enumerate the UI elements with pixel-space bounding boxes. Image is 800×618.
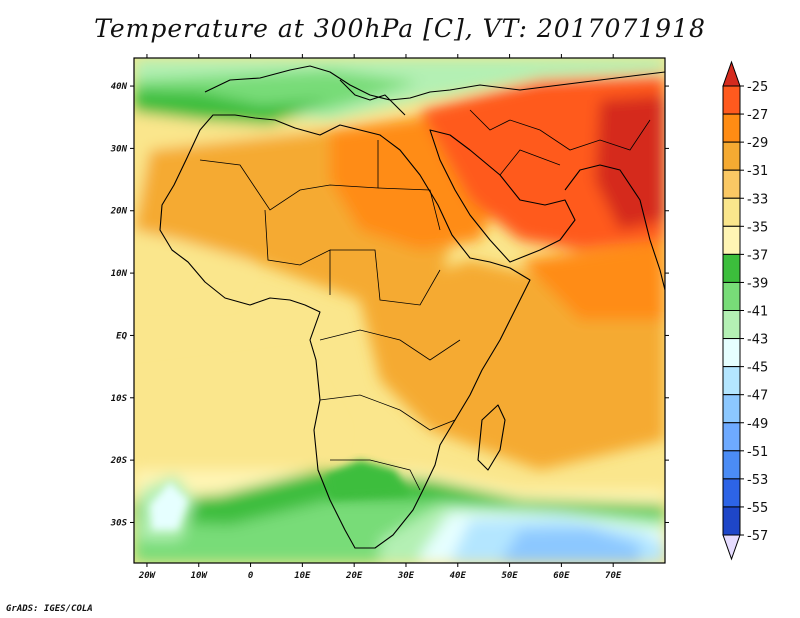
lat-label: 20N (110, 207, 128, 217)
colorbar-segment (722, 113, 741, 143)
border-southern-central (319, 394, 456, 431)
lon-label: 30E (397, 571, 415, 581)
colorbar-label: -29 (747, 136, 768, 151)
field-band-33-southwest (134, 360, 340, 480)
lat-label: EQ (116, 331, 127, 341)
lon-label: 60E (553, 571, 570, 581)
colorbar-label: -27 (747, 108, 768, 123)
colorbar-label: -43 (747, 333, 768, 348)
colorbar-label: -31 (747, 164, 768, 179)
colorbar-label: -55 (747, 501, 768, 516)
lat-label: 20S (110, 456, 128, 466)
field-band-39-north (134, 70, 420, 112)
colorbar-label: -39 (747, 276, 768, 291)
border-middle-east (469, 109, 651, 151)
colorbar-label: -25 (747, 80, 768, 95)
country-borders (199, 109, 651, 491)
coastlines (159, 65, 665, 549)
border-arabia (499, 149, 561, 176)
colorbar-label: -33 (747, 192, 768, 207)
lat-label: 10S (111, 394, 128, 404)
temperature-field (134, 58, 665, 563)
field-band-29-arabian-sea (520, 240, 665, 320)
border-central (330, 249, 441, 306)
map-title: Temperature at 300hPa [C], VT: 201707191… (94, 14, 706, 43)
lon-label: 10W (191, 571, 209, 581)
lon-label: 20E (345, 571, 363, 581)
field-band-43-southwest (150, 482, 188, 530)
colorbar-segment (722, 253, 741, 283)
lat-label: 10N (111, 269, 128, 279)
lon-label: 20W (138, 571, 157, 581)
field-band-25-india (595, 95, 665, 230)
mediterranean-coastline (204, 65, 665, 101)
colorbar-segment (722, 281, 741, 311)
colorbar-segment (722, 450, 741, 480)
border-sahel (264, 209, 331, 295)
lon-label: 0 (248, 571, 254, 581)
colorbar-segment (722, 310, 741, 340)
colorbar-label: -37 (747, 248, 768, 263)
lon-label: 50E (501, 571, 518, 581)
colorbar-label: -49 (747, 417, 768, 432)
madagascar-coastline (477, 404, 506, 471)
arabian-peninsula-coastline (429, 129, 576, 263)
colorbar-label: -35 (747, 220, 768, 235)
axis-ticks: 40N 30N 20N 10N EQ 10S 20S 30S 20W 10W 0 10E 20E 30E 4… (110, 54, 669, 581)
colorbar-segment (722, 422, 741, 452)
lat-label: 30S (110, 518, 128, 528)
italy-greece-coastline (339, 79, 406, 116)
lon-label: 40E (450, 571, 467, 581)
colorbar-label: -57 (747, 529, 768, 544)
colorbar-segment (722, 506, 741, 536)
colorbar-segment (722, 85, 741, 115)
south-asia-coastline (564, 164, 665, 291)
colorbar-segment (722, 141, 741, 171)
colorbar-top-arrow (722, 60, 741, 87)
map-frame (133, 57, 666, 564)
colorbar-bottom-arrow (722, 534, 741, 561)
colorbar: -25 -27 -29 -31 -33 -35 -37 -39 -41 -43 -45 -47 -49 -… (722, 60, 768, 561)
colorbar-label: -47 (747, 389, 768, 404)
africa-coastline (159, 114, 531, 549)
lat-label: 30N (110, 144, 128, 154)
field-band-37-southern-africa (325, 460, 410, 500)
lon-label: 70E (605, 571, 622, 581)
border-egypt-sudan (377, 187, 441, 231)
border-southern (330, 459, 421, 491)
border-equatorial (319, 329, 461, 361)
colorbar-label: -45 (747, 361, 768, 376)
colorbar-segment (722, 338, 741, 368)
credit-footer: GrADS: IGES/COLA (6, 604, 93, 614)
lat-label: 40N (111, 82, 128, 92)
lon-label: 10E (294, 571, 311, 581)
colorbar-segment (722, 478, 741, 508)
field-band-37-north (134, 90, 330, 125)
colorbar-segment (722, 394, 741, 424)
colorbar-segment (722, 169, 741, 199)
colorbar-segment (722, 366, 741, 396)
colorbar-segment (722, 197, 741, 227)
colorbar-label: -41 (747, 305, 768, 320)
colorbar-segment (722, 225, 741, 255)
colorbar-label: -53 (747, 473, 768, 488)
field-band-47-south (500, 528, 640, 563)
colorbar-label: -51 (747, 445, 768, 460)
